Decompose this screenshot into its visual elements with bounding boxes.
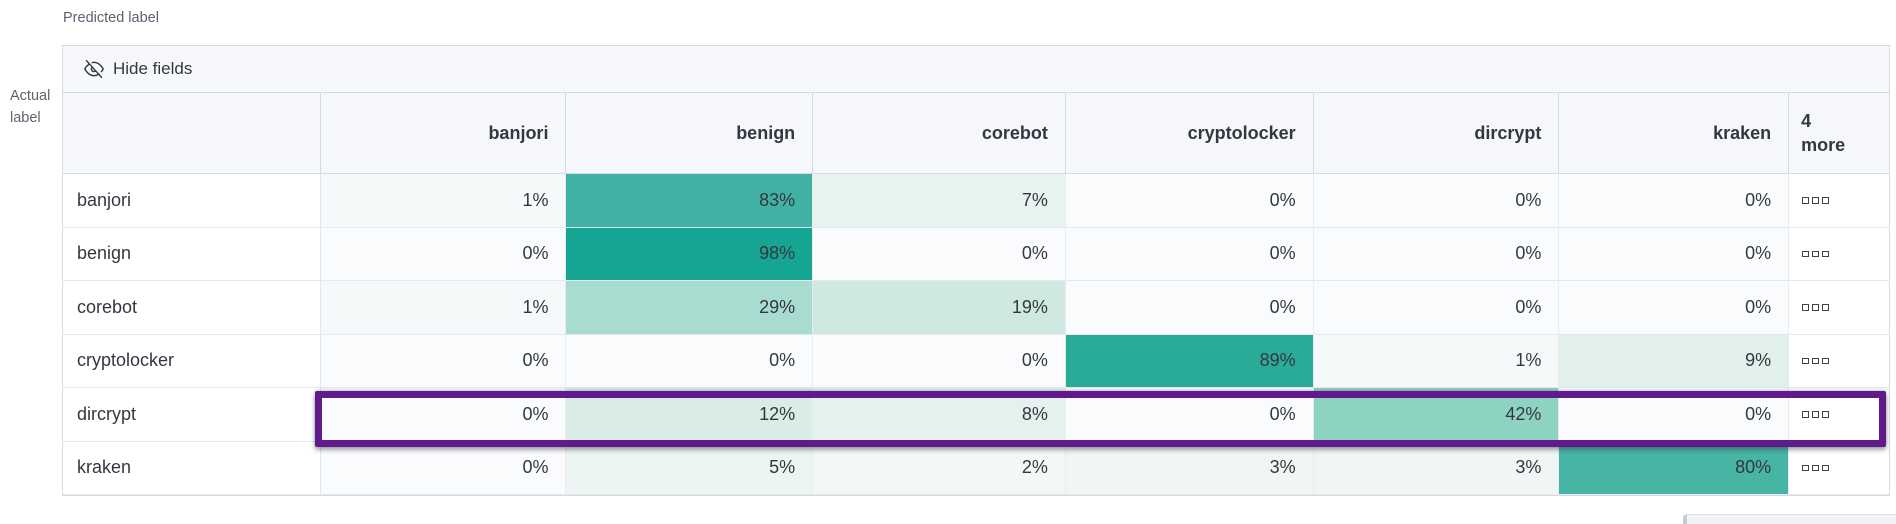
boxes-horizontal-icon bbox=[1802, 464, 1829, 471]
row-actions-button[interactable] bbox=[1789, 334, 1890, 388]
row-label[interactable]: kraken bbox=[63, 441, 321, 495]
matrix-cell[interactable]: 0% bbox=[1559, 174, 1790, 228]
matrix-cell[interactable]: 0% bbox=[1559, 281, 1790, 335]
table-row-corebot: corebot 1% 29% 19% 0% 0% 0% bbox=[63, 281, 1890, 335]
table-row-benign: benign 0% 98% 0% 0% 0% 0% bbox=[63, 227, 1890, 281]
column-header-more[interactable]: 4 more bbox=[1789, 93, 1889, 173]
more-header-line: 4 bbox=[1801, 110, 1812, 131]
row-label[interactable]: cryptolocker bbox=[63, 334, 321, 388]
table-row-dircrypt: dircrypt 0% 12% 8% 0% 42% 0% bbox=[63, 388, 1890, 442]
matrix-cell[interactable]: 1% bbox=[1313, 334, 1560, 388]
header-row: banjori benign corebot cryptolocker dircrypt… bbox=[63, 93, 1889, 174]
matrix-cell[interactable]: 3% bbox=[1313, 441, 1560, 495]
matrix-cell[interactable]: 0% bbox=[1313, 281, 1560, 335]
matrix-cell[interactable]: 0% bbox=[320, 334, 567, 388]
column-header-cryptolocker[interactable]: cryptolocker bbox=[1066, 93, 1314, 173]
column-header-corebot[interactable]: corebot bbox=[813, 93, 1066, 173]
eye-closed-icon bbox=[84, 59, 104, 79]
matrix-cell[interactable]: 83% bbox=[566, 174, 814, 228]
column-header-banjori[interactable]: banjori bbox=[321, 93, 567, 173]
matrix-cell[interactable]: 2% bbox=[813, 441, 1066, 495]
table-row-kraken: kraken 0% 5% 2% 3% 3% 80% bbox=[63, 441, 1890, 495]
matrix-cell[interactable]: 5% bbox=[566, 441, 814, 495]
row-actions-button[interactable] bbox=[1789, 227, 1890, 281]
matrix-cell[interactable]: 80% bbox=[1559, 441, 1790, 495]
matrix-cell[interactable]: 0% bbox=[1313, 174, 1560, 228]
row-actions-button[interactable] bbox=[1789, 388, 1890, 442]
bottom-scrollbar[interactable] bbox=[1683, 514, 1896, 524]
row-actions-button[interactable] bbox=[1789, 441, 1890, 495]
matrix-cell[interactable]: 0% bbox=[1559, 388, 1790, 442]
hide-fields-button[interactable]: Hide fields bbox=[84, 59, 192, 79]
column-header-dircrypt[interactable]: dircrypt bbox=[1314, 93, 1560, 173]
matrix-cell[interactable]: 8% bbox=[813, 388, 1066, 442]
matrix-cell[interactable]: 29% bbox=[566, 281, 814, 335]
matrix-cell[interactable]: 3% bbox=[1065, 441, 1314, 495]
row-actions-button[interactable] bbox=[1789, 174, 1890, 228]
actual-axis-label: Actual label bbox=[10, 88, 51, 126]
matrix-rows: banjori 1% 83% 7% 0% 0% 0% benign 0% 98% 0% 0% 0% 0% c… bbox=[63, 174, 1890, 495]
matrix-cell[interactable]: 0% bbox=[1559, 227, 1790, 281]
table-row-banjori: banjori 1% 83% 7% 0% 0% 0% bbox=[63, 174, 1890, 228]
boxes-horizontal-icon bbox=[1802, 357, 1829, 364]
matrix-cell[interactable]: 1% bbox=[320, 281, 567, 335]
boxes-horizontal-icon bbox=[1802, 250, 1829, 257]
header-corner-cell bbox=[63, 93, 321, 173]
more-header-line: more bbox=[1801, 135, 1846, 155]
predicted-axis-label: Predicted label bbox=[63, 10, 159, 26]
matrix-cell[interactable]: 9% bbox=[1559, 334, 1790, 388]
matrix-cell[interactable]: 0% bbox=[320, 441, 567, 495]
row-label[interactable]: benign bbox=[63, 227, 321, 281]
row-label[interactable]: banjori bbox=[63, 174, 321, 228]
matrix-cell[interactable]: 0% bbox=[566, 334, 814, 388]
row-actions-button[interactable] bbox=[1789, 281, 1890, 335]
matrix-cell[interactable]: 7% bbox=[813, 174, 1066, 228]
matrix-cell[interactable]: 12% bbox=[566, 388, 814, 442]
boxes-horizontal-icon bbox=[1802, 304, 1829, 311]
row-label[interactable]: corebot bbox=[63, 281, 321, 335]
matrix-cell[interactable]: 0% bbox=[320, 388, 567, 442]
hide-fields-label: Hide fields bbox=[113, 59, 193, 78]
matrix-cell[interactable]: 0% bbox=[1065, 174, 1314, 228]
confusion-matrix-grid: Hide fields banjori benign corebot cryptolo… bbox=[62, 45, 1890, 496]
matrix-cell[interactable]: 0% bbox=[1065, 388, 1314, 442]
boxes-horizontal-icon bbox=[1802, 197, 1829, 204]
matrix-cell[interactable]: 0% bbox=[1065, 281, 1314, 335]
matrix-cell[interactable]: 98% bbox=[566, 227, 814, 281]
table-row-cryptolocker: cryptolocker 0% 0% 0% 89% 1% 9% bbox=[63, 334, 1890, 388]
column-header-kraken[interactable]: kraken bbox=[1559, 93, 1790, 173]
matrix-cell[interactable]: 0% bbox=[1065, 227, 1314, 281]
matrix-cell[interactable]: 19% bbox=[813, 281, 1066, 335]
matrix-cell[interactable]: 1% bbox=[320, 174, 567, 228]
matrix-cell[interactable]: 0% bbox=[813, 227, 1066, 281]
grid-toolbar: Hide fields bbox=[63, 46, 1889, 93]
row-label[interactable]: dircrypt bbox=[63, 388, 321, 442]
matrix-cell[interactable]: 0% bbox=[320, 227, 567, 281]
matrix-cell[interactable]: 42% bbox=[1313, 388, 1560, 442]
column-header-benign[interactable]: benign bbox=[566, 93, 814, 173]
boxes-horizontal-icon bbox=[1802, 411, 1829, 418]
matrix-cell[interactable]: 0% bbox=[1313, 227, 1560, 281]
matrix-cell[interactable]: 0% bbox=[813, 334, 1066, 388]
matrix-cell[interactable]: 89% bbox=[1065, 334, 1314, 388]
